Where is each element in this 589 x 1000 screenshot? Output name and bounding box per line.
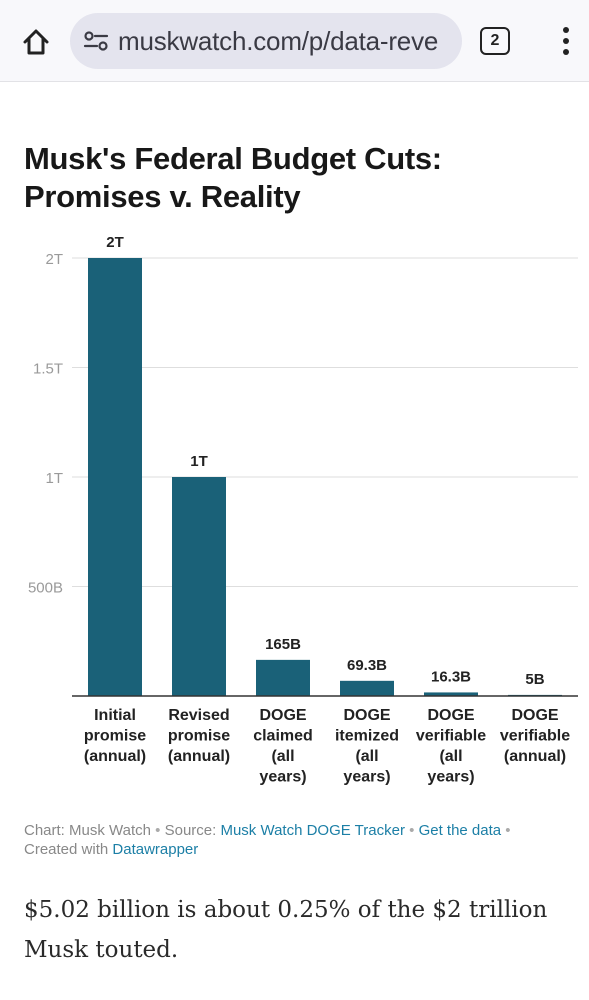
credit-author: Chart: Musk Watch [24, 822, 151, 839]
bar [424, 692, 478, 696]
x-tick-label: DOGE verifiable (all years) [416, 707, 486, 786]
article-paragraph: $5.02 billion is about 0.25% of the $2 t… [24, 897, 548, 963]
data-label: 2T [106, 234, 124, 251]
source-link[interactable]: Musk Watch DOGE Tracker [220, 822, 405, 839]
x-tick-label: DOGE claimed (all years) [253, 707, 313, 786]
bar [340, 680, 394, 696]
address-bar[interactable]: muskwatch.com/p/data-reve [70, 13, 462, 69]
data-label: 16.3B [431, 668, 471, 685]
data-label: 69.3B [347, 657, 387, 674]
data-label: 5B [525, 671, 544, 688]
credit-created-prefix: Created with [24, 841, 109, 858]
y-tick-label: 1.5T [33, 361, 63, 378]
tab-count: 2 [490, 32, 500, 49]
home-icon [23, 29, 49, 55]
more-vert-icon[interactable] [552, 24, 580, 58]
browser-toolbar: muskwatch.com/p/data-reve 2 [0, 0, 589, 82]
datawrapper-link[interactable]: Datawrapper [112, 841, 199, 858]
get-data-link[interactable]: Get the data [418, 822, 502, 839]
x-tick-label: Revised promise (annual) [168, 707, 230, 765]
chart-title: Musk's Federal Budget Cuts: Promises v. … [24, 141, 442, 214]
x-tick-label: Initial promise (annual) [84, 707, 146, 765]
bar [256, 659, 310, 696]
bar [88, 258, 142, 696]
data-label: 165B [265, 636, 301, 653]
url-text[interactable]: muskwatch.com/p/data-reve [118, 25, 439, 56]
y-tick-label: 500B [28, 580, 63, 597]
tabs-button[interactable]: 2 [480, 27, 510, 55]
home-button[interactable] [16, 22, 56, 62]
x-tick-label: DOGE itemized (all years) [335, 707, 399, 786]
y-tick-label: 1T [45, 470, 63, 487]
y-tick-label: 2T [45, 251, 63, 268]
x-tick-label: DOGE verifiable (annual) [500, 707, 570, 765]
credit-source-prefix: Source: [164, 822, 217, 839]
data-label: 1T [190, 453, 208, 470]
chart-credit: Chart: Musk Watch • Source: Musk Watch D… [24, 822, 511, 858]
bar [172, 477, 226, 696]
tune-icon[interactable] [82, 27, 110, 55]
bar-chart: 500B 1T 1.5T 2T 2T 1T 165B 69.3B 16.3B 5B Initial p… [28, 234, 578, 786]
